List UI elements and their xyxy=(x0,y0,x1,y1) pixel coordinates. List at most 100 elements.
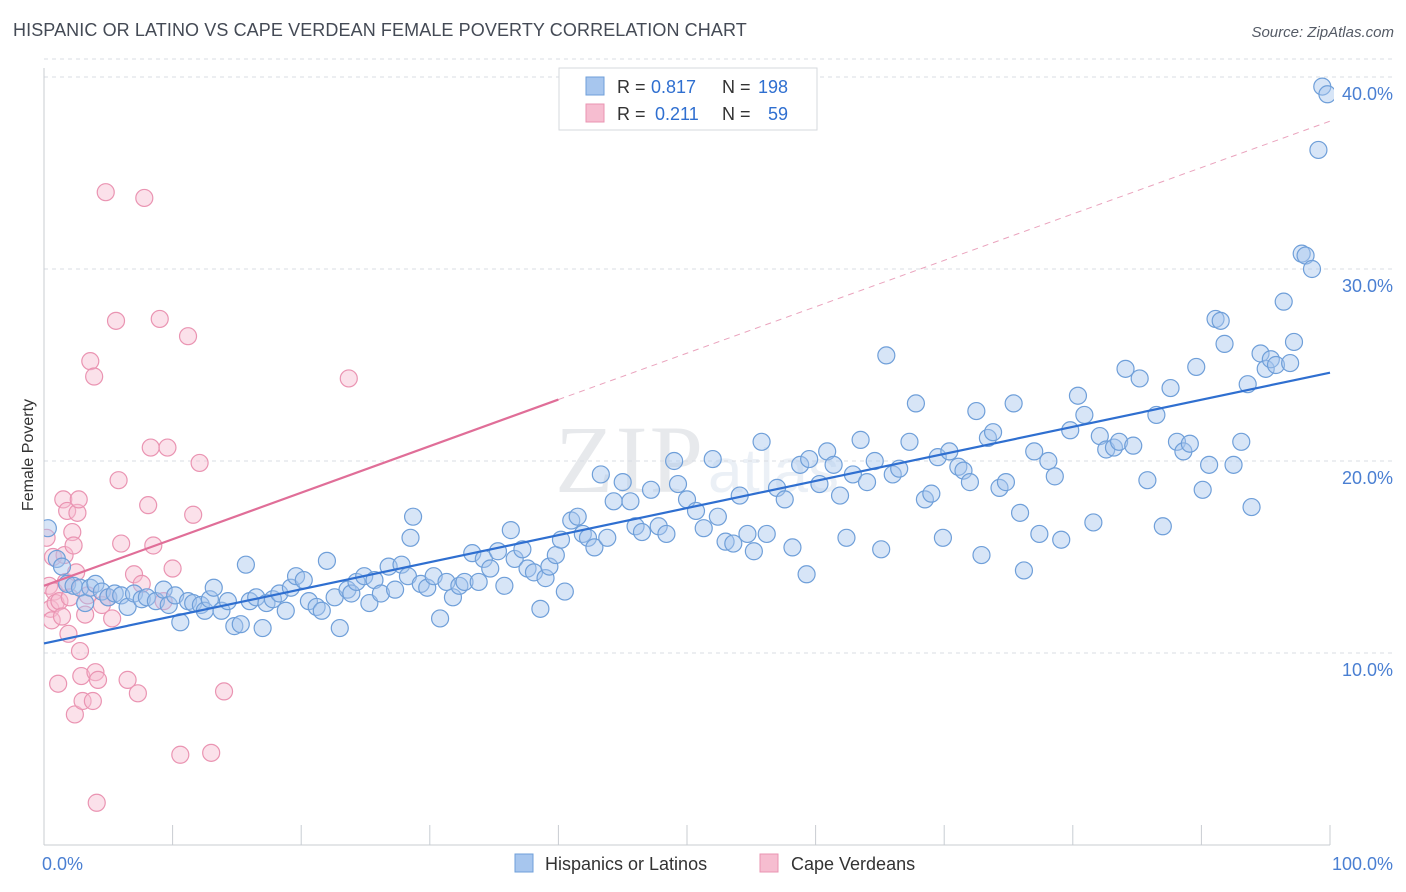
hispanic-point xyxy=(1068,386,1088,405)
cape-verdean-point xyxy=(184,505,203,524)
hispanic-point xyxy=(1242,497,1261,517)
hispanic-point xyxy=(1025,442,1044,461)
hispanic-point xyxy=(505,549,524,569)
source-credit: Source: ZipAtlas.com xyxy=(1251,24,1394,41)
x-tick-labels: 0.0% 100.0% xyxy=(42,854,1393,874)
hispanic-point xyxy=(294,570,313,590)
hispanic-point xyxy=(312,601,331,620)
hispanic-point xyxy=(1061,421,1080,440)
legend-label-blue: Hispanics or Latinos xyxy=(545,854,707,874)
hispanic-point xyxy=(1211,311,1230,330)
y-tick-label: 40.0% xyxy=(1342,84,1393,104)
chart-title: HISPANIC OR LATINO VS CAPE VERDEAN FEMAL… xyxy=(13,20,747,40)
hispanic-point xyxy=(744,542,763,561)
hispanic-point xyxy=(137,588,156,607)
hispanic-point xyxy=(418,578,437,597)
hispanic-point xyxy=(1284,332,1304,352)
x-tick-label-min: 0.0% xyxy=(42,854,83,874)
stats-r-label: R = xyxy=(617,77,646,97)
hispanic-point xyxy=(317,551,337,570)
cape-verdean-point xyxy=(87,793,106,812)
hispanic-point xyxy=(159,595,178,615)
hispanic-point xyxy=(1215,334,1234,353)
stats-swatch-blue xyxy=(585,76,605,96)
hispanic-point xyxy=(253,618,272,638)
hispanic-point xyxy=(44,519,57,538)
hispanic-point xyxy=(513,540,532,559)
hispanic-point xyxy=(703,449,722,469)
cape-verdean-point xyxy=(118,670,137,689)
hispanic-point xyxy=(877,346,896,365)
hispanic-point xyxy=(1187,357,1206,377)
hispanic-point xyxy=(1130,369,1149,388)
hispanic-point xyxy=(1266,355,1286,375)
hispanic-point xyxy=(555,582,574,601)
hispanic-point xyxy=(455,572,474,592)
hispanic-point xyxy=(641,480,661,499)
hispanic-point xyxy=(481,559,500,578)
cape-verdean-point xyxy=(50,592,69,611)
hispanic-point xyxy=(443,588,463,607)
cape-verdean-point xyxy=(132,574,151,593)
cape-verdean-point xyxy=(88,670,108,689)
hispanic-point xyxy=(225,617,244,636)
hispanic-point xyxy=(276,601,295,620)
hispanic-point xyxy=(1014,561,1034,580)
hispanic-point xyxy=(1030,524,1049,544)
y-axis-label: Female Poverty xyxy=(20,399,37,511)
hispanic-point xyxy=(724,534,743,553)
hispanic-point xyxy=(933,528,953,547)
hispanic-point xyxy=(469,572,488,592)
stats-box: R = 0.817 N = 198 R = 0.211 N = 59 xyxy=(558,67,818,131)
hispanic-point xyxy=(1261,350,1280,369)
hispanic-point xyxy=(76,593,95,613)
hispanic-point xyxy=(1281,353,1300,373)
y-tick-label: 10.0% xyxy=(1342,660,1393,680)
hispanic-point xyxy=(1256,359,1275,378)
pink-trend-line xyxy=(43,398,559,587)
cape-verdean-point xyxy=(69,490,88,509)
hispanic-point xyxy=(1232,432,1251,451)
hispanic-point xyxy=(1274,292,1293,311)
hispanic-point xyxy=(665,451,684,471)
stats-r-label: R = xyxy=(617,104,646,124)
hispanic-point xyxy=(401,528,420,547)
hispanic-point xyxy=(830,486,850,505)
hispanic-point xyxy=(1153,517,1172,536)
cape-verdean-point xyxy=(63,522,82,542)
cape-verdean-point xyxy=(109,471,128,490)
hispanic-point xyxy=(342,584,361,603)
hispanic-point xyxy=(800,449,819,469)
cape-verdean-point xyxy=(64,536,83,555)
hispanic-point xyxy=(540,557,559,576)
y-tick-labels: 10.0% 20.0% 30.0% 40.0% xyxy=(1342,84,1393,680)
cape-verdean-point xyxy=(214,682,234,701)
hispanic-points xyxy=(44,77,1334,638)
hispanic-point xyxy=(649,517,668,536)
hispanic-point xyxy=(668,474,688,494)
hispanic-point xyxy=(824,455,843,474)
cape-verdean-point xyxy=(85,367,104,386)
x-tick-label-max: 100.0% xyxy=(1332,854,1393,874)
hispanic-point xyxy=(996,473,1016,492)
hispanic-point xyxy=(851,430,870,449)
cape-verdean-point xyxy=(150,309,169,329)
cape-verdean-point xyxy=(52,607,72,626)
hispanic-point xyxy=(1004,394,1023,413)
cape-verdean-point xyxy=(49,674,68,693)
hispanic-point xyxy=(430,609,450,628)
hispanic-point xyxy=(531,599,550,618)
hispanic-point xyxy=(613,473,632,492)
watermark: ZIP atlas xyxy=(555,406,839,513)
cape-verdean-point xyxy=(190,453,209,473)
cape-verdean-point xyxy=(54,490,73,509)
legend-swatch-blue xyxy=(514,853,534,873)
cape-verdean-points xyxy=(44,183,358,812)
cape-verdean-point xyxy=(124,565,144,584)
cape-verdean-point xyxy=(96,183,115,202)
hispanic-point xyxy=(385,580,405,599)
stats-swatch-pink xyxy=(585,103,605,123)
hispanic-point xyxy=(621,492,640,511)
hispanic-point xyxy=(1138,471,1157,490)
legend-label-pink: Cape Verdeans xyxy=(791,854,915,874)
